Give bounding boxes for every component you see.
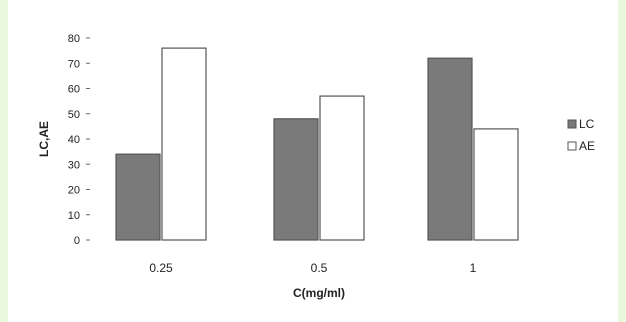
x-tick-label: 1 bbox=[470, 261, 477, 275]
bar-lc-1 bbox=[427, 57, 473, 241]
bar-ae-0.25 bbox=[161, 47, 207, 241]
y-tick-label: 80 bbox=[68, 33, 80, 45]
y-axis-label: LC,AE bbox=[37, 121, 51, 157]
bars bbox=[115, 47, 519, 241]
y-tick-label: 60 bbox=[68, 84, 80, 96]
y-tick-label: 0 bbox=[74, 235, 80, 247]
legend-label-lc: LC bbox=[579, 117, 595, 131]
x-tick-label: 0.25 bbox=[149, 261, 173, 275]
y-axis: 0 10 20 30 40 50 60 70 80 bbox=[68, 33, 90, 247]
legend-swatch-lc bbox=[567, 119, 577, 129]
chart-panel: 0 10 20 30 40 50 60 70 80 0.25 0.5 1 LC,AE C(mg/ml… bbox=[8, 8, 618, 314]
x-tick-label: 0.5 bbox=[311, 261, 328, 275]
y-tick-label: 50 bbox=[68, 109, 80, 121]
legend: LC AE bbox=[567, 117, 595, 153]
y-tick-label: 10 bbox=[68, 210, 80, 222]
legend-label-ae: AE bbox=[579, 139, 595, 153]
bar-ae-0.5 bbox=[319, 95, 365, 241]
legend-swatch-ae bbox=[567, 141, 577, 151]
x-axis: 0.25 0.5 1 bbox=[149, 261, 476, 275]
y-tick-label: 20 bbox=[68, 185, 80, 197]
bar-lc-0.25 bbox=[115, 153, 161, 241]
bar-chart: 0 10 20 30 40 50 60 70 80 0.25 0.5 1 LC,AE C(mg/ml… bbox=[37, 33, 595, 300]
bar-lc-0.5 bbox=[273, 118, 319, 241]
y-tick-label: 30 bbox=[68, 159, 80, 171]
y-tick-label: 40 bbox=[68, 134, 80, 146]
bar-ae-1 bbox=[473, 128, 519, 241]
y-tick-label: 70 bbox=[68, 58, 80, 70]
x-axis-label: C(mg/ml) bbox=[293, 286, 345, 300]
